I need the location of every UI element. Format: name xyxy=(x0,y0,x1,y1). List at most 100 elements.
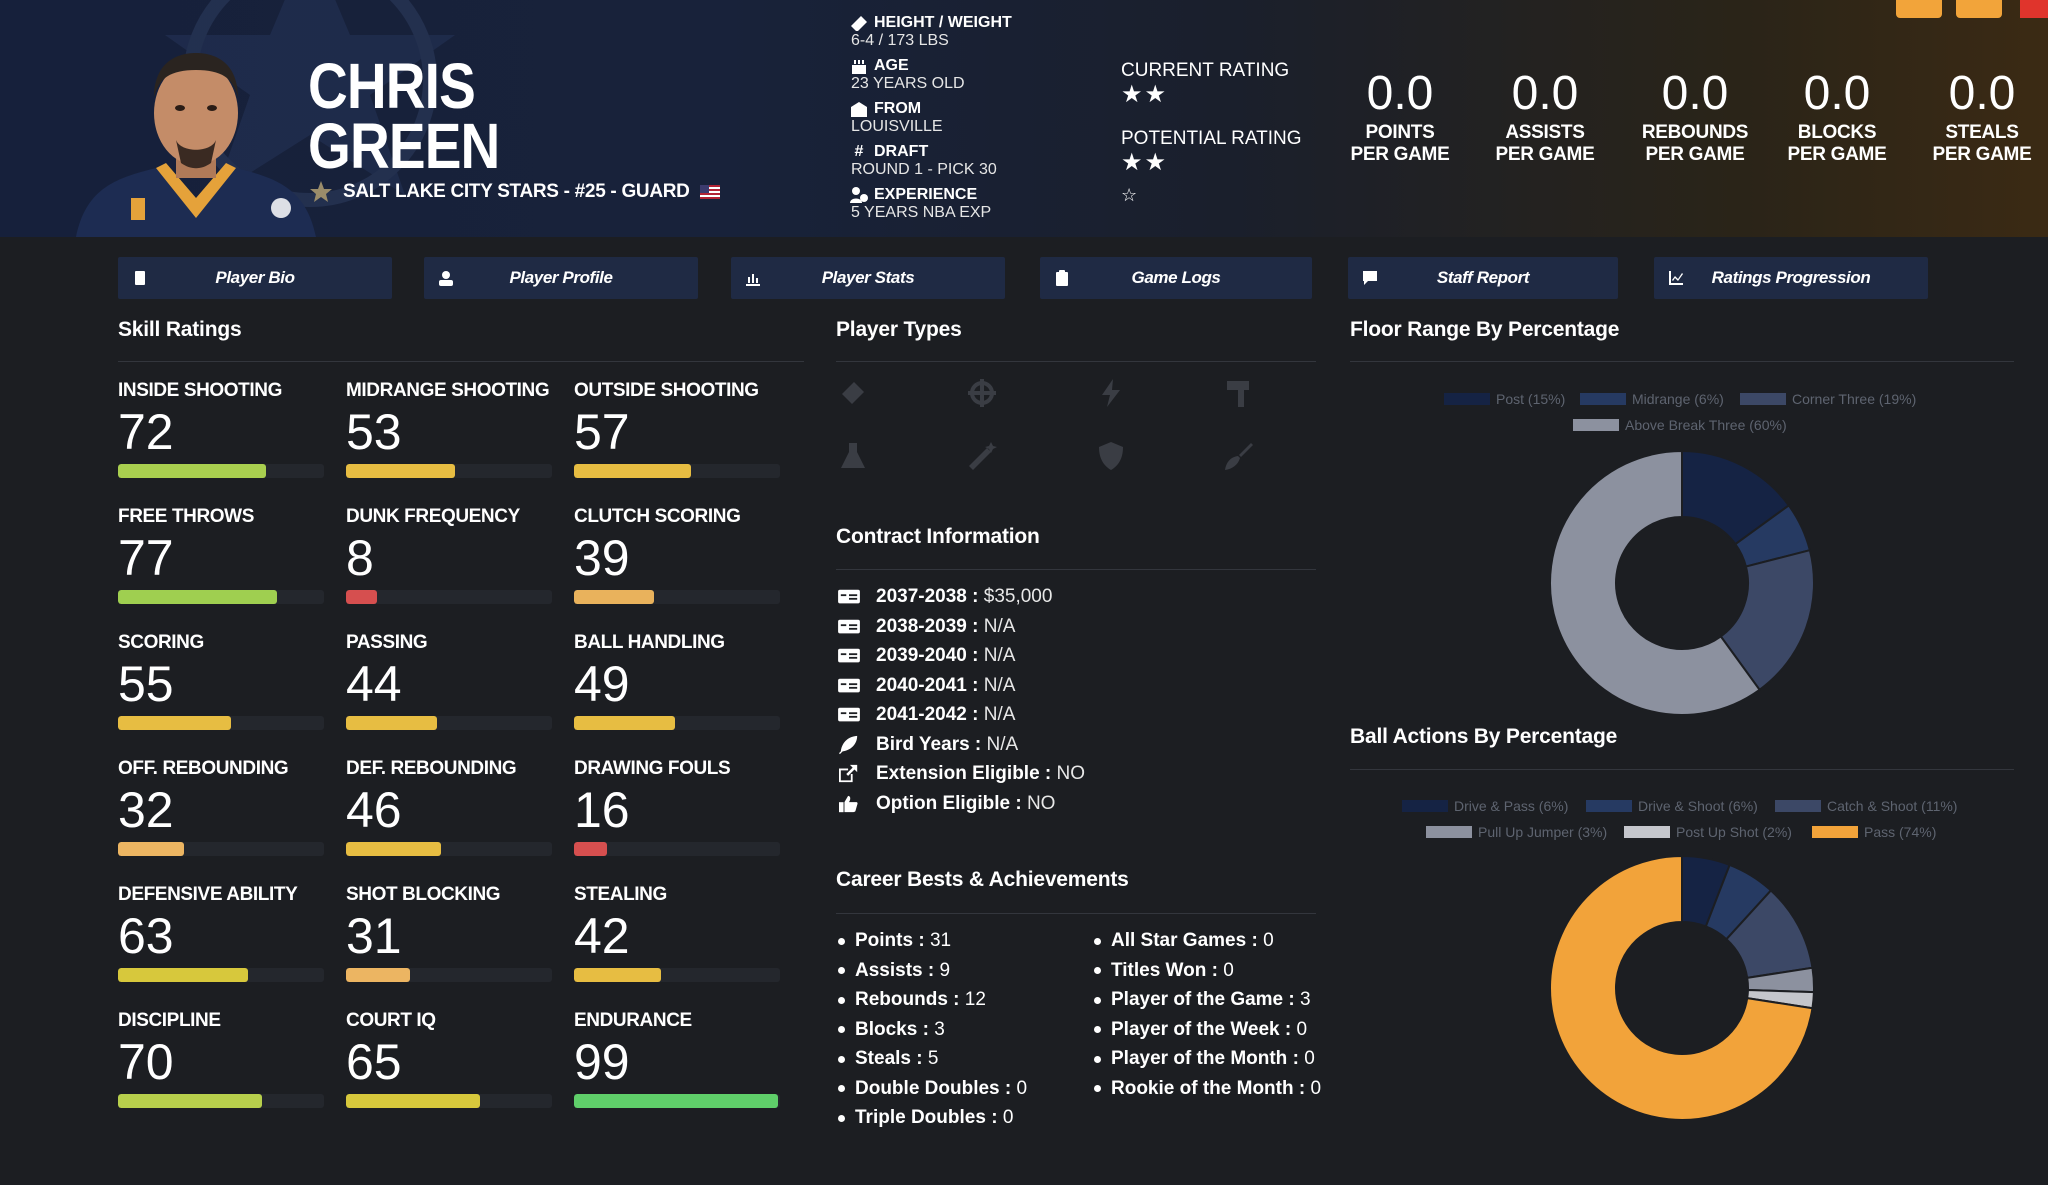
skill-bar-fill xyxy=(346,1094,480,1108)
legend-swatch xyxy=(1444,393,1490,405)
career-value: 0 xyxy=(1223,959,1234,981)
legend-label: Drive & Shoot (6%) xyxy=(1638,798,1758,814)
potential-rating-label: POTENTIAL RATING xyxy=(1121,128,1302,149)
donut-slice[interactable] xyxy=(1549,854,1814,1121)
tab-label: Staff Report xyxy=(1436,268,1530,287)
flask-icon xyxy=(841,443,865,468)
money-bill-icon xyxy=(838,648,860,663)
legend-item[interactable]: Post (15%) xyxy=(1444,391,1565,407)
bio-value: 23 YEARS OLD xyxy=(851,75,965,92)
stat-value: 0.0 xyxy=(1661,67,1729,120)
bullet-icon xyxy=(838,967,845,974)
legend-item[interactable]: Post Up Shot (2%) xyxy=(1624,824,1792,840)
skill-bar-fill xyxy=(574,1094,778,1108)
skill-bar-fill xyxy=(346,464,456,478)
skill-value: 31 xyxy=(346,908,402,964)
tab-player-bio[interactable]: Player Bio xyxy=(118,257,392,299)
career-label: Player of the Week : xyxy=(1111,1018,1292,1040)
legend-item[interactable]: Pass (74%) xyxy=(1812,824,1936,840)
legend-item[interactable]: Drive & Pass (6%) xyxy=(1402,798,1568,814)
skill-rating-item: DEFENSIVE ABILITY 63 xyxy=(118,884,324,982)
bullet-icon xyxy=(838,1085,845,1092)
skill-value: 42 xyxy=(574,908,630,964)
skill-rating-item: SCORING 55 xyxy=(118,632,324,730)
money-bill-icon xyxy=(838,707,860,722)
tab-ratings-progression[interactable]: Ratings Progression xyxy=(1654,257,1928,299)
career-best-item: Triple Doubles : 0 xyxy=(838,1107,1013,1129)
contract-label: 2041-2042 : xyxy=(876,704,979,725)
tab-staff-report[interactable]: Staff Report xyxy=(1348,257,1618,299)
skill-bar-fill xyxy=(346,590,377,604)
skill-label: DEFENSIVE ABILITY xyxy=(118,884,298,905)
tab-game-logs[interactable]: Game Logs xyxy=(1040,257,1312,299)
skill-value: 8 xyxy=(346,530,374,586)
contract-value: N/A xyxy=(983,645,1016,666)
legend-label: Catch & Shoot (11%) xyxy=(1827,798,1958,814)
player-last-name: GREEN xyxy=(308,110,500,182)
player-types-title: Player Types xyxy=(836,318,962,341)
stat-label: REBOUNDS xyxy=(1641,122,1749,143)
bio-from: FROM LOUISVILLE xyxy=(850,100,1050,135)
bio-experience: EXPERIENCE 5 YEARS NBA EXP xyxy=(850,186,1050,221)
legend-item[interactable]: Midrange (6%) xyxy=(1580,391,1724,407)
career-best-item: Titles Won : 0 xyxy=(1094,960,1234,982)
legend-item[interactable]: Catch & Shoot (11%) xyxy=(1775,798,1957,814)
skill-bar-track xyxy=(346,842,552,856)
contract-value: N/A xyxy=(983,704,1016,725)
birthday-cake-icon xyxy=(852,60,866,74)
bullet-icon xyxy=(838,996,845,1004)
contract-row: Bird Years : N/A xyxy=(836,734,1018,756)
stat-value: 0.0 xyxy=(1511,67,1579,120)
skill-value: 32 xyxy=(118,782,174,838)
skill-bar-track xyxy=(118,1094,324,1108)
career-best-item: Player of the Week : 0 xyxy=(1094,1019,1307,1041)
bio-age: AGE 23 YEARS OLD xyxy=(850,57,1050,92)
skill-bar-track xyxy=(346,1094,552,1108)
donut-slice[interactable] xyxy=(1549,449,1761,716)
contract-value: $35,000 xyxy=(983,586,1053,607)
legend-swatch xyxy=(1624,826,1670,838)
skill-value: 44 xyxy=(346,656,402,712)
legend-swatch xyxy=(1740,393,1786,405)
money-bill-icon xyxy=(838,619,860,633)
tab-player-stats[interactable]: Player Stats xyxy=(731,257,1005,299)
player-types-divider xyxy=(836,361,1316,362)
contract-row: 2038-2039 : N/A xyxy=(836,616,1015,638)
contract-label: 2037-2038 : xyxy=(876,586,979,607)
stat-label: PER GAME xyxy=(1932,144,2032,165)
floor-range-title: Floor Range By Percentage xyxy=(1350,318,1620,341)
previous-player-button[interactable] xyxy=(1896,0,1942,18)
legend-item[interactable]: Above Break Three (60%) xyxy=(1573,417,1787,433)
skill-rating-item: DEF. REBOUNDING 46 xyxy=(346,758,552,856)
stat-blocks: 0.0 BLOCKS PER GAME xyxy=(1777,66,1897,166)
legend-item[interactable]: Corner Three (19%) xyxy=(1740,391,1916,407)
tab-player-profile[interactable]: Player Profile xyxy=(424,257,698,299)
skill-value: 63 xyxy=(118,908,174,964)
contract-label: Extension Eligible : xyxy=(876,763,1052,784)
legend-item[interactable]: Drive & Shoot (6%) xyxy=(1586,798,1758,814)
skill-rating-item: MIDRANGE SHOOTING 53 xyxy=(346,380,552,478)
close-button[interactable] xyxy=(2020,0,2048,18)
skill-bar-fill xyxy=(118,968,248,982)
skill-bar-track xyxy=(118,842,324,856)
legend-swatch xyxy=(1402,800,1448,812)
career-best-item: Player of the Game : 3 xyxy=(1094,989,1311,1011)
ball-actions-divider xyxy=(1350,769,2014,770)
bullet-icon xyxy=(838,1055,845,1063)
magic-wand-icon xyxy=(969,442,997,470)
tab-label: Player Stats xyxy=(821,268,915,287)
next-player-button[interactable] xyxy=(1956,0,2002,18)
current-rating-label: CURRENT RATING xyxy=(1121,60,1290,81)
stat-label: POINTS xyxy=(1365,122,1435,143)
bio-draft: # DRAFT ROUND 1 - PICK 30 xyxy=(850,143,1050,178)
skill-rating-item: OUTSIDE SHOOTING 57 xyxy=(574,380,780,478)
skill-bar-track xyxy=(118,968,324,982)
legend-swatch xyxy=(1580,393,1626,405)
floor-range-donut-chart xyxy=(1549,449,1815,716)
school-icon xyxy=(851,102,867,117)
legend-item[interactable]: Pull Up Jumper (3%) xyxy=(1426,824,1607,840)
legend-label: Above Break Three (60%) xyxy=(1625,417,1787,433)
skill-label: DISCIPLINE xyxy=(118,1010,221,1031)
donut-slice[interactable] xyxy=(1719,548,1815,692)
ball-actions-title: Ball Actions By Percentage xyxy=(1350,725,1618,748)
